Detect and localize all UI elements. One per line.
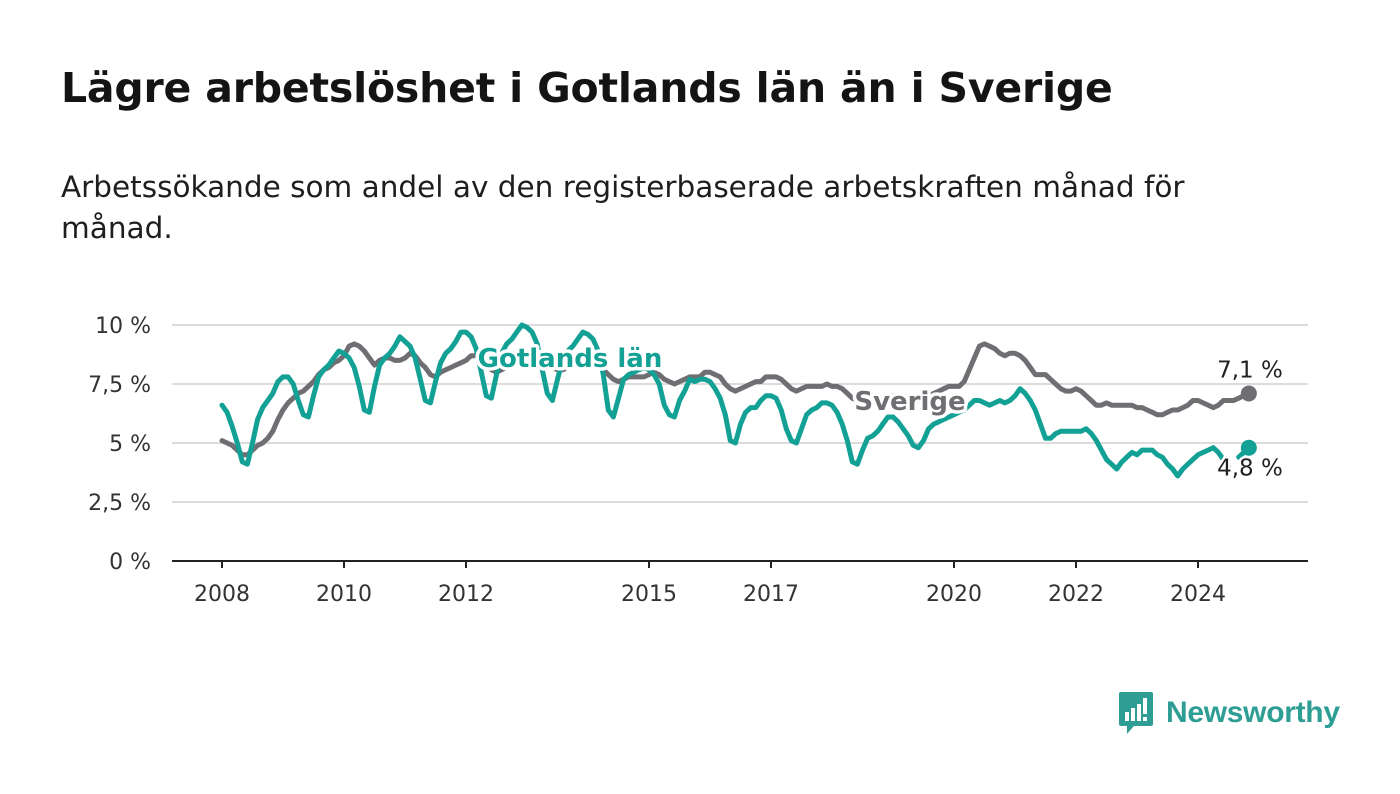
- series-line-sverige: [219, 341, 1252, 458]
- x-tick-label: 2024: [1170, 582, 1226, 607]
- end-value-label: 7,1 %: [1217, 357, 1283, 383]
- series-lines: [219, 322, 1257, 479]
- y-tick-label: 5 %: [109, 432, 151, 457]
- gridlines: [172, 324, 1308, 562]
- y-tick-label: 7,5 %: [88, 373, 151, 398]
- y-axis-ticks: 0 % 2,5 % 5 % 7,5 % 10 %: [88, 314, 151, 575]
- x-axis-ticks: 2008 2010 2012 2015 2017 2020 2022 2024: [194, 561, 1226, 607]
- x-tick-label: 2020: [926, 582, 982, 607]
- series-name-label: Sverige: [854, 387, 965, 417]
- x-tick-label: 2015: [621, 582, 677, 607]
- x-tick-label: 2012: [438, 582, 494, 607]
- x-tick-label: 2008: [194, 582, 250, 607]
- brand-name: Newsworthy: [1166, 696, 1340, 729]
- newsworthy-logo-icon: [1119, 692, 1153, 734]
- x-tick-label: 2017: [743, 582, 799, 607]
- chart-subtitle: Arbetssökande som andel av den registerb…: [61, 170, 1185, 245]
- series-end-point: [1240, 439, 1257, 456]
- chart-title: Lägre arbetslöshet i Gotlands län än i S…: [61, 64, 1113, 112]
- end-value-label: 4,8 %: [1217, 456, 1283, 482]
- series-end-point: [1240, 385, 1257, 402]
- series-name-label: Gotlands län: [478, 344, 663, 374]
- y-tick-label: 2,5 %: [88, 491, 151, 516]
- y-tick-label: 0 %: [109, 550, 151, 575]
- y-tick-label: 10 %: [95, 314, 151, 339]
- x-tick-label: 2010: [316, 582, 372, 607]
- newsworthy-brand: Newsworthy: [1118, 690, 1340, 736]
- series-labels: 7,1 % 4,8 % Sverige Gotlands län: [474, 341, 1285, 485]
- x-tick-label: 2022: [1048, 582, 1104, 607]
